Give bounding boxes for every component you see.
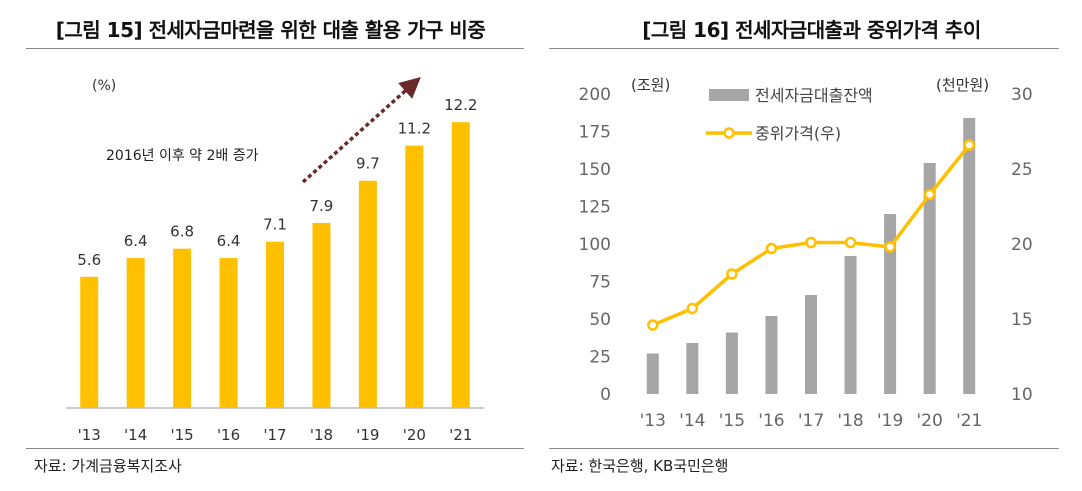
legend-label-bar: 전세자금대출잔액 — [755, 86, 873, 105]
right-tick-label: 10 — [1011, 385, 1033, 405]
left-tick-label: 50 — [589, 310, 611, 330]
left-axis-unit: (조원) — [631, 76, 670, 94]
left-tick-label: 75 — [589, 273, 611, 293]
bar — [646, 353, 659, 394]
x-tick-label: '18 — [837, 411, 863, 431]
x-tick-label: '13 — [640, 411, 666, 431]
data-label: 7.9 — [310, 197, 334, 215]
line-point — [765, 242, 778, 255]
x-tick-label: '21 — [449, 426, 472, 444]
line-point — [923, 188, 936, 201]
bar — [725, 332, 738, 394]
bar — [686, 343, 699, 394]
annotation-text: 2016년 이후 약 2배 증가 — [106, 148, 259, 164]
x-tick-label: '21 — [956, 411, 982, 431]
x-tick-label: '17 — [263, 426, 286, 444]
data-label: 9.7 — [356, 155, 380, 173]
left-bar-chart: (%) 5.6 '13 6.4 '14 6.8 '15 6.4 '16 7.1 '17 7.9 '18 9… — [66, 77, 484, 444]
bar — [765, 316, 778, 394]
x-tick-label: '18 — [310, 426, 333, 444]
left-tick-label: 175 — [579, 123, 611, 143]
left-tick-label: 25 — [589, 348, 611, 368]
bar — [844, 256, 857, 394]
data-label: 6.8 — [170, 223, 194, 241]
line-point — [686, 302, 699, 315]
line-point — [647, 319, 659, 331]
x-tick-label: '17 — [798, 411, 824, 431]
x-tick-label: '20 — [917, 411, 943, 431]
right-source-note: 자료: 한국은행, KB국민은행 — [551, 457, 729, 475]
x-tick-label: '14 — [124, 426, 147, 444]
legend-swatch-marker — [723, 127, 735, 139]
left-title-rule — [26, 48, 524, 49]
bar — [923, 163, 936, 394]
right-tick-label: 20 — [1011, 235, 1033, 255]
x-tick-label: '19 — [356, 426, 379, 444]
left-figure-title: [그림 15] 전세자금마련을 위한 대출 활용 가구 비중 — [55, 18, 486, 42]
right-title-rule — [549, 48, 1059, 49]
left-tick-label: 200 — [579, 85, 611, 105]
right-tick-label: 15 — [1011, 310, 1033, 330]
bar — [451, 122, 470, 409]
line-point — [844, 236, 857, 249]
x-tick-label: '14 — [679, 411, 705, 431]
bar — [405, 145, 424, 408]
data-label: 6.4 — [124, 232, 148, 250]
bar — [312, 222, 331, 408]
bar — [219, 258, 238, 408]
left-tick-label: 0 — [600, 385, 611, 405]
bar — [126, 258, 145, 408]
bar — [358, 180, 377, 408]
x-tick-label: '16 — [758, 411, 784, 431]
bar — [173, 248, 192, 408]
y-unit-label: (%) — [92, 78, 116, 94]
right-axis-unit: (천만원) — [936, 76, 989, 94]
data-label: 6.4 — [217, 232, 241, 250]
line-point — [884, 241, 896, 253]
left-tick-label: 125 — [579, 198, 611, 218]
data-label: 5.6 — [77, 251, 101, 269]
data-label: 12.2 — [444, 96, 477, 114]
data-label: 11.2 — [398, 120, 431, 138]
legend-swatch-bar — [709, 89, 749, 101]
right-source-rule — [549, 448, 1059, 449]
left-source-note: 자료: 가계금융복지조사 — [34, 457, 182, 475]
right-combo-chart: (조원) (천만원) 0 25 50 75 100 125 150 175 200 10 15 20 25 3… — [579, 76, 1033, 431]
left-figure-panel: [그림 15] 전세자금마련을 위한 대출 활용 가구 비중 (%) 5.6 '13… — [26, 18, 524, 475]
bar — [884, 214, 897, 394]
left-tick-label: 150 — [579, 160, 611, 180]
x-tick-label: '20 — [403, 426, 426, 444]
right-tick-label: 25 — [1011, 160, 1033, 180]
bar — [266, 241, 284, 408]
left-source-rule — [26, 448, 524, 449]
right-figure-panel: [그림 16] 전세자금대출과 중위가격 추이 (조원) (천만원) 0 25 50 75… — [541, 0, 1082, 491]
x-tick-label: '13 — [78, 426, 101, 444]
bar — [963, 118, 976, 394]
trend-arrow — [301, 77, 421, 184]
x-tick-label: '19 — [877, 411, 903, 431]
right-figure-title: [그림 16] 전세자금대출과 중위가격 추이 — [642, 18, 981, 42]
x-tick-label: '15 — [171, 426, 194, 444]
bar — [805, 295, 817, 394]
line-point — [963, 139, 975, 151]
line-point — [805, 236, 817, 249]
x-tick-label: '15 — [719, 411, 745, 431]
left-tick-label: 100 — [579, 235, 611, 255]
right-tick-label: 30 — [1011, 85, 1033, 105]
bar — [80, 276, 99, 408]
legend-label-line: 중위가격(우) — [755, 124, 841, 143]
line-point — [726, 268, 738, 280]
x-tick-label: '16 — [217, 426, 240, 444]
data-label: 7.1 — [263, 216, 287, 234]
